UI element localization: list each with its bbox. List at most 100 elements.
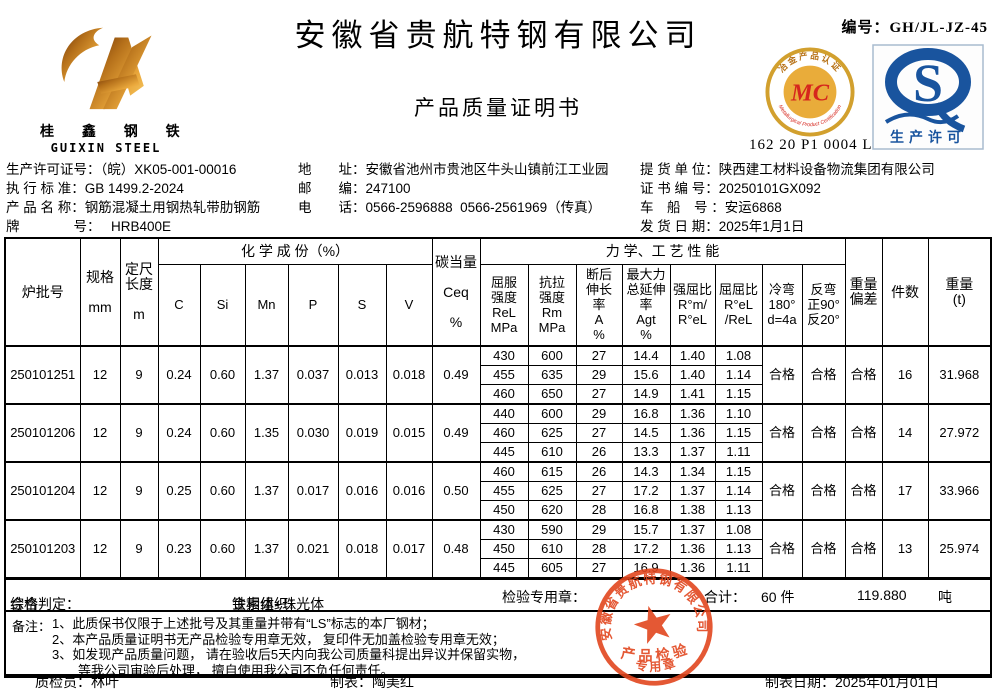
cell-mech: 1.10 [714, 403, 763, 424]
cell-chem: 0.24 [157, 345, 201, 405]
info-row: 提 货 单 位：陕西建工材料设备物流集团有限公司 [640, 160, 935, 179]
cell-mech: 590 [527, 519, 577, 540]
cell-mech: 460 [479, 461, 529, 482]
qs-label: 生产许可 [890, 129, 966, 146]
col-s: S [337, 263, 387, 347]
cell-mech: 27 [575, 481, 623, 501]
table-row: 450 620 28 16.8 1.38 1.13 [5, 500, 991, 521]
col-rm-rel: 强屈比 R°m/ R°eL [669, 263, 716, 347]
cell-chem: 0.60 [199, 403, 246, 463]
col-a: 断后 伸长 率 A % [575, 263, 623, 347]
batch-rows: 250101251 12 9 0.24 0.60 1.37 0.037 0.013 0.018 0… [4, 345, 992, 579]
qs-letter: S [913, 53, 943, 113]
cell-chem: 0.021 [287, 519, 339, 579]
cell-mech: 1.36 [669, 558, 716, 579]
cell-mech: 615 [527, 461, 577, 482]
table-row: 450 610 28 17.2 1.36 1.13 [5, 539, 991, 559]
cell-mech: 1.14 [714, 481, 763, 501]
cell-mech: 13.3 [621, 442, 671, 463]
cell-mech: 27 [575, 384, 623, 405]
col-weight: 重量 (t) [927, 237, 992, 347]
cell-mech: 1.15 [714, 423, 763, 443]
table-row: 455 635 29 15.6 1.40 1.14 [5, 365, 991, 385]
col-ceq: 碳当量 Ceq % [431, 237, 481, 347]
cell-reverse-bend: 合格 [801, 519, 846, 579]
inspector: 质检员：林叶 [35, 674, 119, 690]
cell-cold-bend: 合格 [761, 345, 803, 405]
notes-label: 备注： [12, 619, 52, 634]
cell-mech: 1.08 [714, 519, 763, 540]
stamp-star-icon [633, 605, 671, 644]
cell-weight: 31.968 [927, 345, 992, 405]
cell-chem: 0.60 [199, 461, 246, 521]
cell-chem: 0.015 [385, 403, 433, 463]
info-value: 安运6868 [724, 200, 782, 215]
cell-mech: 455 [479, 481, 529, 501]
info-label: 地 址： [298, 162, 366, 177]
cell-mech: 1.11 [714, 558, 763, 579]
cell-pieces: 13 [881, 519, 929, 579]
col-spec: 规格 mm [79, 237, 121, 347]
tabulator: 制表：陶美红 [330, 674, 414, 690]
cell-weight-dev: 合格 [844, 403, 883, 463]
cell-chem: 0.48 [431, 519, 481, 579]
col-weight-dev: 重量 偏差 [844, 237, 883, 347]
info-value: 2025年1月1日 [718, 219, 805, 234]
certificate-body: 炉批号 规格 mm 定尺 长度 m 化 学 成 份（%） 碳当量 Ceq % 力… [4, 237, 993, 678]
info-row: 证 书 编 号：20250101GX092 [640, 179, 935, 198]
cell-chem: 0.016 [385, 461, 433, 521]
logo-text-en: GUIXIN STEEL [50, 141, 162, 155]
cell-weight: 27.972 [927, 403, 992, 463]
col-rel-rel: 屈屈比 R°eL /ReL [714, 263, 763, 347]
cell-mech: 1.34 [669, 461, 716, 482]
cell-chem: 0.49 [431, 345, 481, 405]
cell-mech: 1.40 [669, 345, 716, 366]
note-line: 3、如发现产品质量问题， 请在验收后5天内向我公司质量科提出异议并保留实物， [52, 647, 526, 662]
table-row: 455 625 27 17.2 1.37 1.14 [5, 481, 991, 501]
info-label: 执 行 标 准： [6, 181, 85, 196]
cell-mech: 26 [575, 442, 623, 463]
cell-chem: 0.018 [385, 345, 433, 405]
doc-number-value: GH/JL-JZ-45 [889, 20, 988, 36]
cell-mech: 445 [479, 558, 529, 579]
info-value: 20250101GX092 [718, 181, 821, 196]
cell-mech: 1.36 [669, 423, 716, 443]
cell-weight-dev: 合格 [844, 345, 883, 405]
cell-reverse-bend: 合格 [801, 461, 846, 521]
cell-mech: 610 [527, 539, 577, 559]
cell-reverse-bend: 合格 [801, 345, 846, 405]
cell-mech: 1.14 [714, 365, 763, 385]
cell-mech: 600 [527, 345, 577, 366]
cell-mech: 28 [575, 500, 623, 521]
info-col-middle: 地 址：安徽省池州市贵池区牛头山镇前江工业园邮 编：247100 电 话：0566… [298, 160, 609, 217]
cell-mech: 1.41 [669, 384, 716, 405]
info-value: （皖）XK05-001-00016 [100, 162, 237, 177]
cell-spec: 12 [79, 519, 121, 579]
cell-mech: 15.6 [621, 365, 671, 385]
cell-length: 9 [119, 461, 159, 521]
note-line: 等我公司审验后处理， 擅自使用我公司不负任何责任。 [52, 662, 394, 678]
cell-weight-dev: 合格 [844, 461, 883, 521]
cell-mech: 26 [575, 461, 623, 482]
cell-reverse-bend: 合格 [801, 403, 846, 463]
cell-chem: 0.017 [385, 519, 433, 579]
cell-mech: 14.9 [621, 384, 671, 405]
cell-chem: 1.37 [244, 461, 289, 521]
table-row: 250101251 12 9 0.24 0.60 1.37 0.037 0.013 0.018 0… [4, 345, 992, 405]
cell-mech: 1.36 [669, 403, 716, 424]
note-line: 2、本产品质量证明书无产品检验专用章无效， 复印件无加盖检验专用章无效； [52, 631, 505, 647]
cell-spec: 12 [79, 345, 121, 405]
col-batch-no: 炉批号 [4, 237, 81, 347]
info-label: 提 货 单 位： [640, 162, 719, 177]
cell-mech: 450 [479, 500, 529, 521]
cell-chem: 0.60 [199, 345, 246, 405]
cell-length: 9 [119, 345, 159, 405]
info-value: 0566-2596888 0566-2561969（传真） [365, 200, 602, 215]
cell-mech: 460 [479, 384, 529, 405]
info-row: 车 船 号 ：安运6868 [640, 198, 935, 217]
info-label: 邮 编： [298, 181, 366, 196]
cell-chem: 0.25 [157, 461, 201, 521]
info-row: 电 话：0566-2596888 0566-2561969（传真） [298, 198, 609, 217]
cell-chem: 0.50 [431, 461, 481, 521]
